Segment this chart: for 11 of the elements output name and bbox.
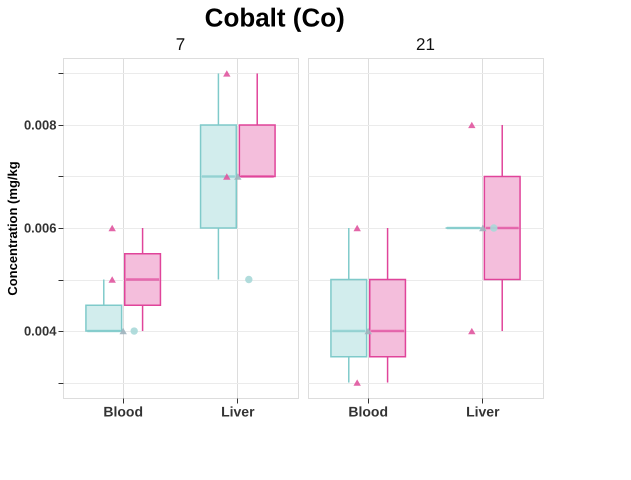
y-tick-label: 0.008	[24, 117, 56, 132]
y-axis-title: Concentration (mg/kg	[4, 161, 20, 296]
x-tick-label: Blood	[348, 404, 388, 420]
x-tick-label: Liver	[466, 404, 500, 420]
chart-subtitle: 7	[176, 35, 186, 54]
y-tick-label: 0.004	[24, 324, 58, 339]
chart-title: Cobalt (Co)	[204, 2, 345, 32]
chart-subtitle: 21	[416, 35, 435, 54]
x-tick-label: Blood	[103, 404, 144, 420]
y-tick-label: 0.006	[24, 220, 56, 236]
x-tick-label: Liver	[221, 404, 256, 420]
